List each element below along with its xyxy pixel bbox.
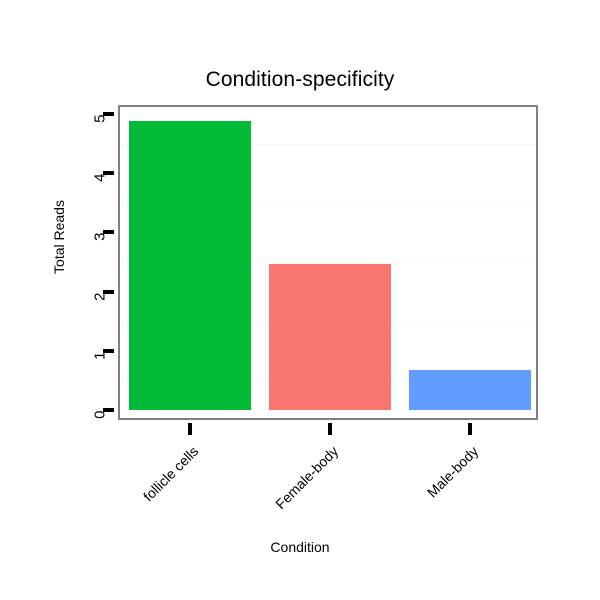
gridline <box>120 202 536 204</box>
x-axis-title: Condition <box>270 539 330 555</box>
y-tick-label-wrap: 5 <box>60 106 109 123</box>
bar-2[interactable] <box>409 370 531 410</box>
plot-area <box>120 107 536 418</box>
y-tick-mark <box>103 171 114 176</box>
x-tick-mark <box>468 423 472 435</box>
y-tick-label-wrap: 2 <box>60 284 109 300</box>
y-tick-label-wrap: 0 <box>60 402 109 419</box>
bar-1[interactable] <box>269 264 391 410</box>
bar-0[interactable] <box>129 120 251 410</box>
x-tick-mark <box>188 423 192 435</box>
y-tick-label: 4 <box>91 173 109 183</box>
y-tick-label: 0 <box>91 410 109 419</box>
y-tick-mark <box>103 112 114 116</box>
y-tick-mark <box>103 348 114 353</box>
gridline <box>120 262 536 263</box>
gridline <box>120 143 536 145</box>
y-tick-label-wrap: 4 <box>60 165 109 182</box>
y-tick-mark <box>103 408 114 412</box>
chart-title: Condition-specificity <box>205 68 395 91</box>
y-tick-label-wrap: 1 <box>60 343 109 359</box>
y-tick-label-wrap: 3 <box>60 224 109 241</box>
y-tick-mark <box>103 289 114 294</box>
x-tick-mark <box>328 423 332 435</box>
y-tick-label: 2 <box>91 292 109 301</box>
y-tick-label: 3 <box>91 232 109 242</box>
plot-panel <box>118 105 538 420</box>
y-tick-mark <box>103 230 114 235</box>
y-tick-label: 5 <box>91 114 109 123</box>
y-tick-label: 1 <box>91 351 109 360</box>
